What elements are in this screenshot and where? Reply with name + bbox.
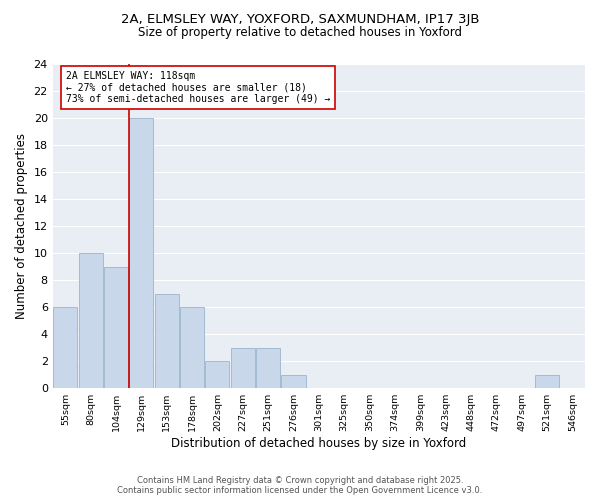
Text: 2A, ELMSLEY WAY, YOXFORD, SAXMUNDHAM, IP17 3JB: 2A, ELMSLEY WAY, YOXFORD, SAXMUNDHAM, IP… (121, 12, 479, 26)
Bar (155, 294, 179, 388)
Text: 2A ELMSLEY WAY: 118sqm
← 27% of detached houses are smaller (18)
73% of semi-det: 2A ELMSLEY WAY: 118sqm ← 27% of detached… (66, 71, 330, 104)
Bar (130, 118, 154, 388)
Bar (205, 361, 229, 388)
Y-axis label: Number of detached properties: Number of detached properties (15, 133, 28, 319)
X-axis label: Distribution of detached houses by size in Yoxford: Distribution of detached houses by size … (171, 437, 466, 450)
Text: Size of property relative to detached houses in Yoxford: Size of property relative to detached ho… (138, 26, 462, 39)
Bar (79, 253, 103, 388)
Text: Contains HM Land Registry data © Crown copyright and database right 2025.
Contai: Contains HM Land Registry data © Crown c… (118, 476, 482, 495)
Bar (231, 348, 255, 388)
Bar (180, 307, 204, 388)
Bar (535, 374, 559, 388)
Bar (53, 307, 77, 388)
Bar (281, 374, 305, 388)
Bar (104, 266, 128, 388)
Bar (256, 348, 280, 388)
